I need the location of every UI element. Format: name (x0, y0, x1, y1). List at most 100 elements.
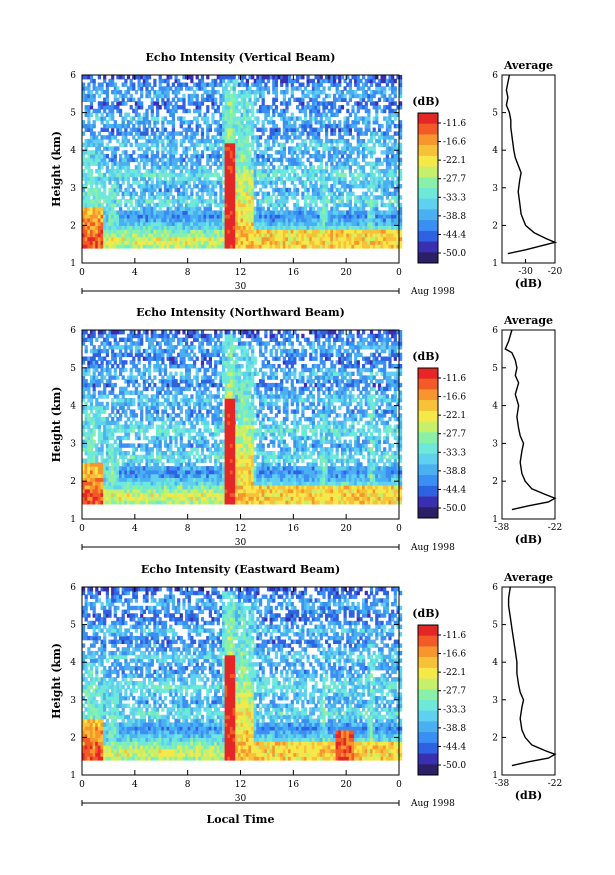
heatmap-cell (224, 157, 228, 163)
heatmap-cell (237, 240, 242, 245)
heatmap-cell (195, 97, 199, 102)
heatmap-cell (87, 195, 91, 200)
heatmap-cell (229, 195, 234, 200)
heatmap-cell (97, 131, 101, 136)
colorbar-segment (418, 188, 438, 200)
heatmap-cell (256, 97, 260, 102)
heatmap-cell (277, 210, 281, 215)
heatmap-cell (132, 97, 136, 102)
heatmap-cell (150, 187, 154, 193)
heatmap-cell (84, 330, 88, 335)
heatmap-cell (111, 176, 115, 181)
heatmap-cell (113, 214, 117, 219)
heatmap-cell (84, 409, 88, 414)
heatmap-cell (216, 123, 220, 129)
heatmap-cell (290, 86, 294, 91)
heatmap-cell (190, 187, 194, 193)
heatmap-cell (182, 214, 186, 219)
heatmap-cell (269, 221, 273, 226)
heatmap-cell (240, 127, 244, 132)
heatmap-cell (111, 150, 115, 155)
heatmap-cell (333, 202, 337, 208)
heatmap-cell (309, 225, 313, 230)
heatmap-cell (116, 225, 120, 230)
heatmap-cell (87, 105, 91, 110)
heatmap-cell (113, 240, 117, 245)
heatmap-cell (306, 105, 310, 110)
heatmap-cell (89, 172, 94, 178)
heatmap-cell (111, 75, 115, 80)
heatmap-cell (298, 206, 302, 211)
heatmap-cell (266, 176, 271, 181)
heatmap-cell (256, 127, 260, 132)
heatmap-cell (219, 75, 223, 80)
heatmap-cell (290, 93, 294, 99)
heatmap-cell (108, 424, 112, 429)
heatmap-cell (190, 236, 194, 242)
heatmap-cell (129, 131, 133, 136)
heatmap-cell (274, 169, 278, 174)
heatmap-cell (100, 236, 104, 242)
heatmap-cell (153, 120, 157, 125)
heatmap-cell (100, 401, 104, 407)
heatmap-cell (158, 93, 162, 99)
heatmap-cell (216, 82, 220, 87)
heatmap-cell (126, 172, 131, 178)
heatmap-cell (103, 135, 107, 140)
heatmap-cell (269, 135, 273, 140)
heatmap-cell (330, 131, 334, 136)
average-title: Average (503, 59, 553, 72)
heatmap-cell (208, 221, 212, 226)
heatmap-cell (145, 112, 149, 117)
heatmap-cell (103, 221, 107, 226)
heatmap-cell (142, 210, 146, 215)
heatmap-cell (256, 229, 260, 234)
heatmap-cell (187, 172, 191, 178)
heatmap-cell (97, 180, 101, 185)
heatmap-cell (227, 112, 231, 117)
heatmap-cell (269, 232, 273, 238)
heatmap-cell (303, 105, 308, 110)
heatmap-cell (224, 138, 228, 144)
heatmap-cell (121, 120, 125, 125)
heatmap-cell (322, 150, 326, 155)
heatmap-cell (134, 447, 138, 452)
heatmap-cell (261, 75, 265, 80)
heatmap-cell (103, 127, 107, 132)
heatmap-cell (274, 123, 278, 129)
heatmap-cell (259, 225, 263, 230)
heatmap-cell (248, 131, 252, 136)
heatmap-cell (264, 232, 268, 238)
heatmap-cell (303, 120, 308, 125)
heatmap-cell (140, 240, 144, 245)
heatmap-cell (132, 127, 136, 132)
heatmap-cell (261, 199, 265, 204)
heatmap-cell (214, 150, 218, 155)
heatmap-cell (235, 187, 239, 193)
heatmap-cell (296, 154, 300, 159)
heatmap-cell (245, 154, 249, 159)
heatmap-cell (169, 135, 173, 140)
heatmap-cell (182, 191, 186, 196)
heatmap-cell (296, 229, 300, 234)
heatmap-cell (108, 367, 112, 373)
heatmap-cell (240, 138, 244, 144)
heatmap-cell (311, 217, 315, 223)
heatmap-cell (303, 108, 308, 114)
heatmap-cell (272, 138, 276, 144)
heatmap-cell (333, 78, 337, 84)
heatmap-cell (317, 154, 321, 159)
heatmap-cell (224, 187, 228, 193)
heatmap-cell (272, 90, 276, 95)
heatmap-cell (195, 75, 199, 80)
heatmap-cell (134, 206, 138, 211)
heatmap-cell (200, 127, 205, 132)
heatmap-cell (288, 229, 292, 234)
heatmap-cell (274, 135, 278, 140)
heatmap-cell (340, 135, 345, 140)
heatmap-cell (103, 180, 107, 185)
heatmap-cell (95, 135, 99, 140)
heatmap-cell (306, 120, 310, 125)
heatmap-cell (198, 195, 202, 200)
heatmap-cell (84, 97, 88, 102)
